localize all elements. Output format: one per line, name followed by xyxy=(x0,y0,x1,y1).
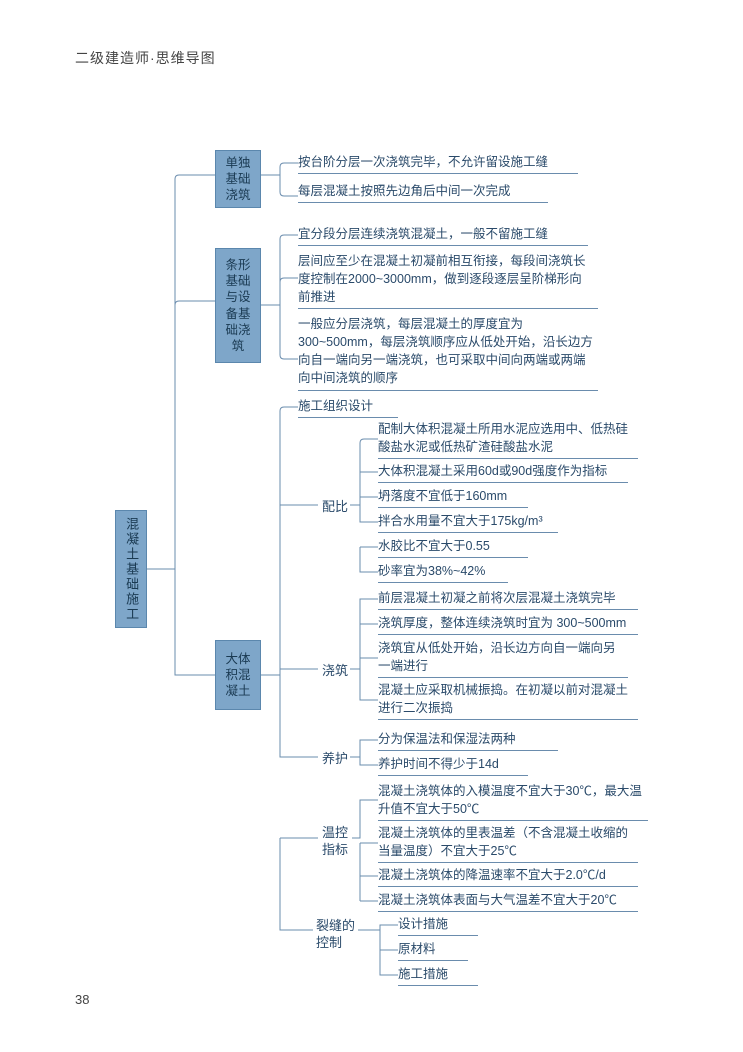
connector-lines xyxy=(0,0,743,1052)
